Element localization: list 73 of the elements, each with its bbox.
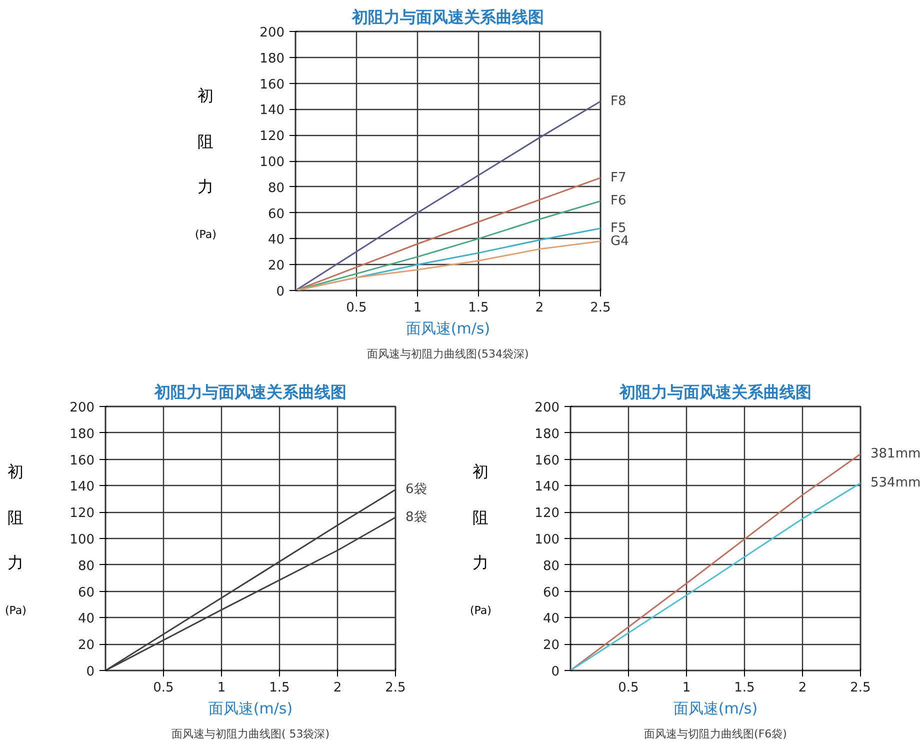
chart-title: 初阻力与面风速关系曲线图 [351,8,544,26]
x-tick-label: 0.5 [346,300,367,316]
y-tick-label: 20 [78,638,95,654]
y-tick-label: 160 [70,453,95,468]
y-tick-label: 180 [534,426,560,442]
text: 初阻力(Pa) [195,86,216,242]
y-tick-label: 80 [78,558,95,574]
y-tick-label: 140 [260,103,285,118]
y-tick-label: 20 [542,638,560,654]
series-label: G4 [610,234,629,249]
x-tick-label: 2 [535,300,544,316]
y-tick-label: 200 [534,400,560,416]
x-tick-label: 0.5 [618,680,639,696]
x-tick-label: 2 [333,680,342,696]
y-tick-label: 200 [260,26,285,40]
y-tick-label: 100 [534,532,560,548]
x-tick-label: 2.5 [590,300,611,316]
x-tick-label: 2 [798,680,807,696]
series-label: 534mm [870,476,920,491]
y-tick-label: 120 [260,129,285,144]
y-tick-label: 80 [542,558,560,574]
y-tick-label: 200 [70,400,95,416]
chart-title: 初阻力与面风速关系曲线图 [618,382,812,402]
y-tick-label: 20 [268,258,285,274]
y-tick-label: 160 [534,453,560,468]
series-label: F5 [610,220,626,236]
y-tick-label: 100 [260,155,285,170]
x-tick-label: 2.5 [385,680,406,696]
x-tick-label: 1.5 [468,300,489,316]
y-tick-label: 60 [78,585,95,600]
y-tick-label: 0 [276,284,285,300]
y-tick-label: 80 [268,180,285,196]
series-label: F7 [610,170,626,186]
line-series [296,200,600,290]
chart-title: 初阻力与面风速关系曲线图 [154,382,346,402]
y-tick-label: 140 [534,480,560,495]
x-tick-label: 1.5 [269,680,290,696]
series-label: 8袋 [406,510,427,525]
y-tick-label: 140 [70,480,95,495]
x-axis-title: 面风速(m/s) [208,700,293,718]
x-axis-title: 面风速(m/s) [406,320,490,338]
line-series [296,240,600,290]
line-series [296,100,600,290]
y-tick-label: 0 [86,664,95,680]
x-tick-label: 1.5 [734,680,755,696]
y-tick-label: 120 [70,506,95,522]
x-tick-label: 0.5 [153,680,174,696]
text: 初阻力(Pa) [5,462,26,618]
y-tick-label: 40 [78,612,95,627]
series-label: F8 [610,94,626,109]
y-tick-label: 60 [268,206,285,222]
text: 面风速与切阻力曲线图(F6袋) [644,728,787,740]
text: 初阻力(Pa) [470,462,492,618]
y-tick-label: 40 [268,232,285,248]
y-tick-label: 180 [260,51,285,66]
text: 面风速与初阻力曲线图( 53袋深) [171,728,330,740]
series-label: 6袋 [406,482,427,498]
text: 面风速与初阻力曲线图(534袋深) [367,348,529,360]
x-tick-label: 1 [682,680,691,696]
y-tick-label: 40 [542,612,560,627]
x-tick-label: 1 [413,300,422,316]
series-label: F6 [610,194,626,209]
line-series [296,177,600,290]
y-tick-label: 160 [260,77,285,92]
y-tick-label: 0 [551,664,560,680]
series-label: 381mm [870,446,920,462]
y-tick-label: 180 [70,426,95,442]
x-tick-label: 1 [217,680,226,696]
y-tick-label: 60 [542,585,560,600]
x-tick-label: 2.5 [850,680,871,696]
y-tick-label: 100 [70,532,95,548]
x-axis-title: 面风速(m/s) [673,700,758,718]
y-tick-label: 120 [534,506,560,522]
